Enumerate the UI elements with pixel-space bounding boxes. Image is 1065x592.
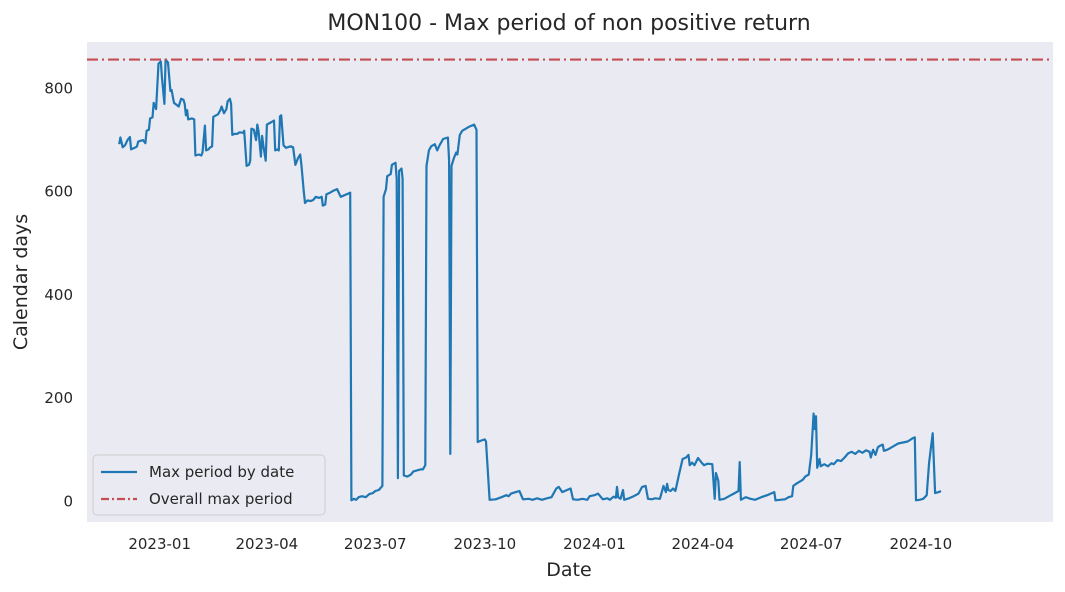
x-tick-label: 2023-01 bbox=[128, 535, 191, 553]
chart-title: MON100 - Max period of non positive retu… bbox=[327, 11, 810, 36]
x-tick-label: 2024-04 bbox=[671, 535, 734, 553]
x-tick-label: 2023-04 bbox=[236, 535, 299, 553]
x-axis-title: Date bbox=[546, 559, 591, 581]
series-line-max-period-by-date bbox=[118, 58, 942, 502]
x-tick-label: 2023-07 bbox=[344, 535, 407, 553]
legend: Max period by date Overall max period bbox=[92, 454, 326, 516]
series-layer bbox=[87, 58, 1053, 502]
x-tick-label: 2024-07 bbox=[780, 535, 843, 553]
x-axis: 2023-01 2023-04 2023-07 2023-10 2024-01 2024-… bbox=[128, 535, 952, 553]
x-tick-label: 2023-10 bbox=[453, 535, 516, 553]
plot-area bbox=[87, 42, 1053, 522]
x-tick-label: 2024-01 bbox=[563, 535, 626, 553]
legend-label: Max period by date bbox=[149, 463, 294, 481]
y-tick-label: 400 bbox=[44, 286, 73, 304]
legend-box bbox=[92, 454, 326, 516]
y-tick-label: 600 bbox=[44, 183, 73, 201]
y-axis-title: Calendar days bbox=[10, 214, 32, 350]
y-tick-label: 200 bbox=[44, 389, 73, 407]
y-axis: 0 200 400 600 800 bbox=[44, 79, 73, 510]
x-tick-label: 2024-10 bbox=[889, 535, 952, 553]
legend-label: Overall max period bbox=[149, 490, 293, 508]
y-tick-label: 800 bbox=[44, 79, 73, 97]
y-tick-label: 0 bbox=[63, 492, 73, 510]
